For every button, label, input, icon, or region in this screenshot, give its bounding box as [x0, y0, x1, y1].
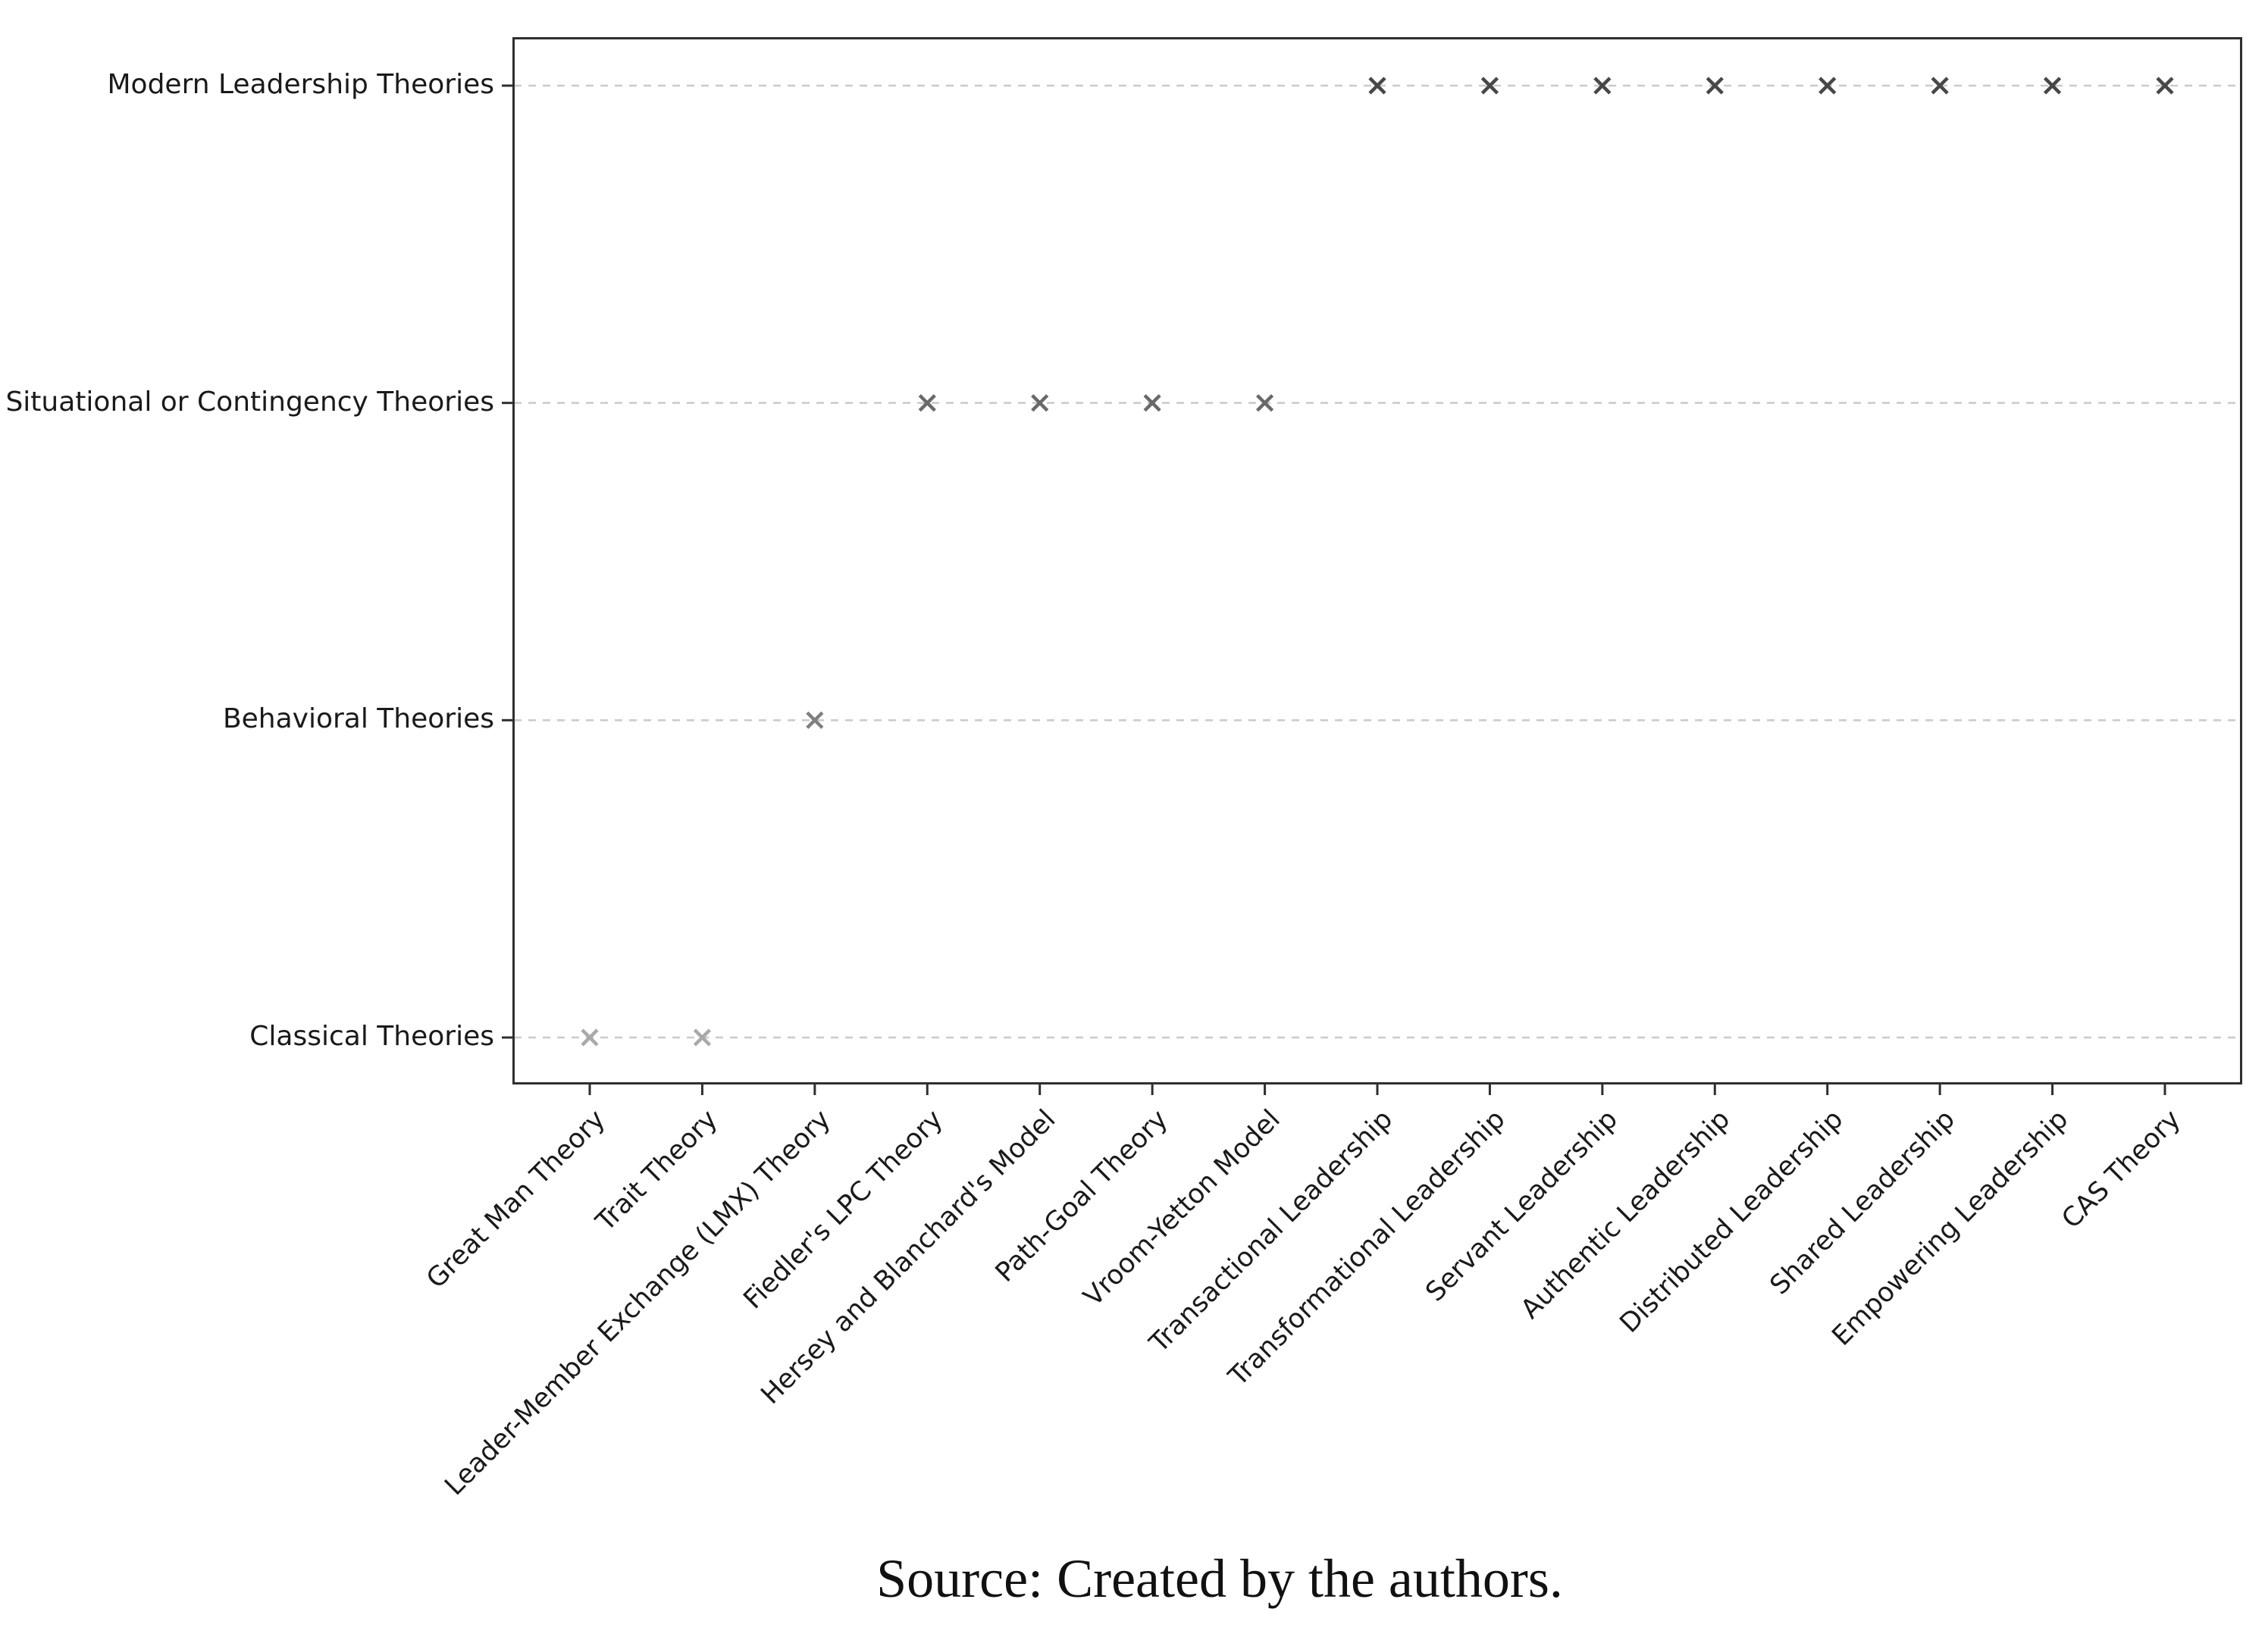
x-axis-label: Vroom-Yetton Model [1078, 1104, 1286, 1313]
x-axis-label: Empowering Leadership [1826, 1104, 2074, 1352]
y-axis-label: Classical Theories [249, 1020, 494, 1052]
data-point-marker [1593, 77, 1612, 95]
x-axis-label: Great Man Theory [421, 1104, 612, 1295]
data-point-marker [581, 1028, 599, 1047]
y-axis-label: Behavioral Theories [222, 703, 494, 735]
x-axis-label: Leader-Member Exchange (LMX) Theory [438, 1104, 837, 1502]
data-point-marker [806, 711, 824, 729]
data-point-marker [1143, 394, 1161, 412]
x-axis-label: Fiedler's LPC Theory [738, 1104, 949, 1316]
data-point-marker [2156, 77, 2174, 95]
x-axis-label: Authentic Leadership [1515, 1104, 1737, 1325]
data-point-marker [2043, 77, 2062, 95]
data-point-marker [918, 394, 936, 412]
data-point-marker [1818, 77, 1837, 95]
x-axis-label: Shared Leadership [1765, 1104, 1962, 1301]
x-axis-label: Distributed Leadership [1614, 1104, 1850, 1339]
plot-area [502, 37, 2242, 1095]
axes-box [512, 37, 2242, 1084]
source-caption: Source: Created by the authors. [876, 1548, 1563, 1609]
data-point-marker [1931, 77, 1949, 95]
y-axis-label: Modern Leadership Theories [107, 68, 494, 100]
x-axis-label: CAS Theory [2056, 1104, 2187, 1235]
data-point-marker [1368, 77, 1386, 95]
y-axis-label: Situational or Contingency Theories [5, 386, 494, 418]
data-point-marker [693, 1028, 712, 1047]
x-axis-label: Transactional Leadership [1144, 1104, 1399, 1359]
data-point-marker [1255, 394, 1274, 412]
data-point-marker [1480, 77, 1499, 95]
x-axis-label: Servant Leadership [1420, 1104, 1624, 1308]
data-point-marker [1706, 77, 1724, 95]
data-point-marker [1031, 394, 1049, 412]
